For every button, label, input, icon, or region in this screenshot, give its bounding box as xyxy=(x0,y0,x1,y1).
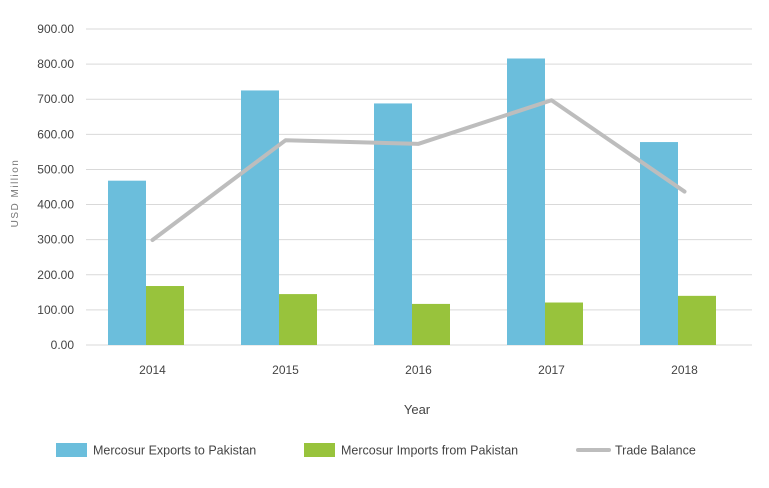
y-tick-label: 300.00 xyxy=(37,233,74,247)
x-tick-label: 2015 xyxy=(272,363,299,377)
bar-imports-2016 xyxy=(412,303,450,345)
gridlines xyxy=(86,28,752,346)
bar-imports-2018 xyxy=(678,295,716,345)
bar-imports-2017 xyxy=(545,302,583,345)
bars xyxy=(108,58,716,346)
y-tick-label: 100.00 xyxy=(37,303,74,317)
trade-balance-line-group xyxy=(150,98,687,243)
bar-exports-2017 xyxy=(507,58,545,345)
y-tick-label: 0.00 xyxy=(51,338,75,352)
bar-exports-2015 xyxy=(241,90,279,345)
x-tick-label: 2018 xyxy=(671,363,698,377)
legend-label-imports: Mercosur Imports from Pakistan xyxy=(341,444,518,458)
bar-exports-2016 xyxy=(374,103,412,346)
y-tick-label: 500.00 xyxy=(37,162,74,176)
y-tick-labels: 0.00 100.00 200.00 300.00 400.00 500.00 600.00… xyxy=(37,22,74,352)
legend-label-exports: Mercosur Exports to Pakistan xyxy=(93,444,256,458)
trade-balance-line xyxy=(150,98,687,243)
x-axis-label: Year xyxy=(404,402,431,417)
y-tick-label: 700.00 xyxy=(37,92,74,106)
bar-exports-2014 xyxy=(108,180,146,345)
y-axis-label: USD Million xyxy=(10,159,21,228)
legend-label-trade-balance: Trade Balance xyxy=(615,444,696,458)
x-tick-label: 2017 xyxy=(538,363,565,377)
legend-swatch-exports xyxy=(56,443,87,457)
y-tick-label: 200.00 xyxy=(37,268,74,282)
y-tick-label: 400.00 xyxy=(37,198,74,212)
bar-imports-2015 xyxy=(279,294,317,345)
y-tick-label: 900.00 xyxy=(37,22,74,36)
legend-swatch-imports xyxy=(304,443,335,457)
x-tick-label: 2014 xyxy=(139,363,166,377)
y-tick-label: 600.00 xyxy=(37,127,74,141)
y-tick-label: 800.00 xyxy=(37,57,74,71)
bar-imports-2014 xyxy=(146,286,184,345)
x-tick-label: 2016 xyxy=(405,363,432,377)
legend: Mercosur Exports to Pakistan Mercosur Imp… xyxy=(56,443,696,458)
x-tick-labels: 2014 2015 2016 2017 2018 xyxy=(139,363,698,377)
